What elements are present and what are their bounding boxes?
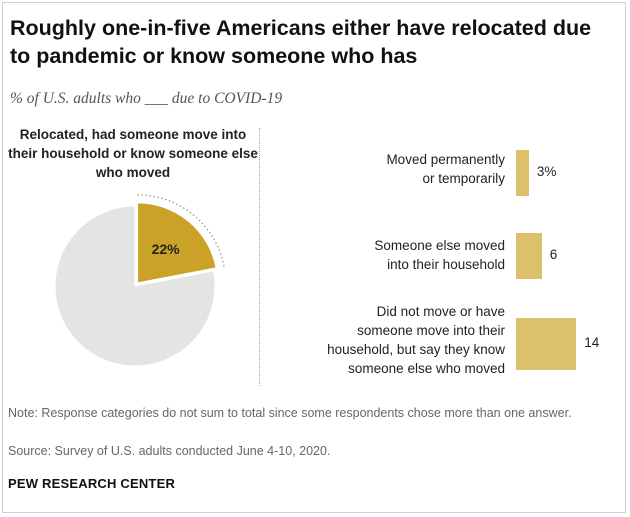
chart-note: Note: Response categories do not sum to … — [8, 406, 572, 420]
chart-frame — [2, 2, 626, 513]
bar-label-2: Someone else moved into their household — [374, 236, 505, 274]
bar-label-3: Did not move or have someone move into th… — [327, 302, 505, 378]
bar-label-line: household, but say they know — [327, 342, 505, 357]
pie-heading: Relocated, had someone move into their h… — [8, 127, 258, 180]
bar-label-line: Someone else moved — [374, 238, 505, 253]
bar-label-line: Moved permanently — [386, 152, 505, 167]
bar-label-line: or temporarily — [422, 171, 505, 186]
pie-highlight-arc — [137, 194, 225, 267]
bar-3 — [516, 318, 577, 370]
bar-label-line: someone move into their — [357, 323, 505, 338]
bar-label-line: someone else who moved — [348, 361, 505, 376]
bar-value-label-2: 6 — [549, 247, 558, 262]
chart-source: Source: Survey of U.S. adults conducted … — [8, 444, 331, 458]
bar-label-line: into their household — [387, 257, 505, 272]
chart-title: Roughly one-in-five Americans either hav… — [10, 16, 592, 68]
brand-logo-text: PEW RESEARCH CENTER — [8, 476, 176, 491]
pie-slice-1 — [54, 205, 216, 367]
panel-divider — [259, 128, 260, 386]
bar-label-line: Did not move or have — [376, 304, 505, 319]
chart-subtitle: % of U.S. adults who ___ due to COVID-19 — [10, 90, 283, 107]
bar-label-1: Moved permanently or temporarily — [386, 150, 505, 188]
bar-value-label-3: 14 — [584, 335, 600, 350]
pie-slice-label: 22% — [152, 241, 181, 257]
bar-1 — [516, 150, 529, 196]
pie-slice-0 — [137, 202, 217, 284]
bar-value-label-1: 3% — [536, 164, 557, 179]
bar-2 — [516, 233, 542, 279]
